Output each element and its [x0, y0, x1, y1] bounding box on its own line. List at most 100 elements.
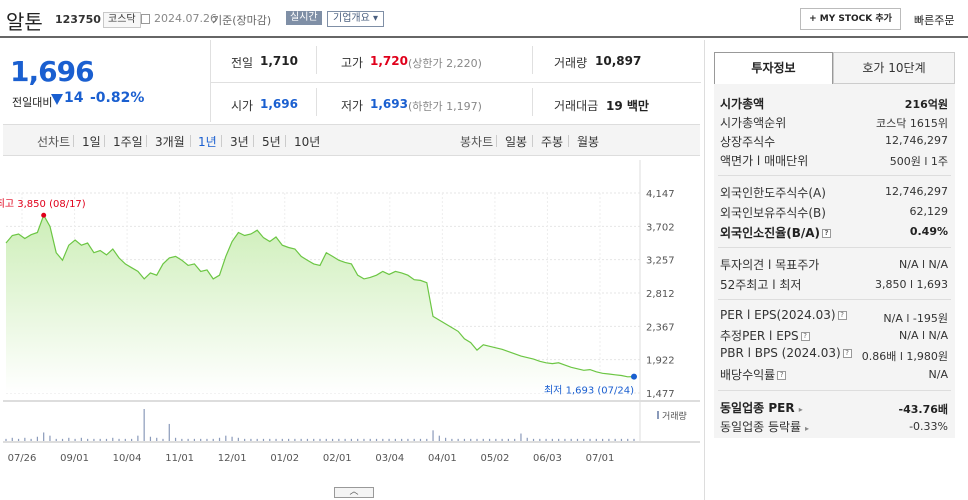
- candle-monthly[interactable]: 월봉: [577, 135, 600, 149]
- ind-rate-label: 동일업종 등락률: [720, 420, 802, 434]
- company-overview-dropdown[interactable]: 기업개요 ▾: [327, 11, 384, 27]
- candle-weekly[interactable]: 주봉: [541, 135, 564, 149]
- volume-bar: [80, 437, 82, 441]
- rank-value: 코스닥 1615위: [876, 117, 948, 130]
- volume-bar: [212, 438, 214, 441]
- ind-per-row[interactable]: 동일업종 PER ▸: [720, 399, 803, 416]
- x-tick-label: 11/01: [165, 453, 194, 464]
- tab-invest-info[interactable]: 투자정보: [714, 52, 833, 84]
- volume-bar: [43, 432, 45, 441]
- quick-order-link[interactable]: 빠른주문: [914, 14, 955, 27]
- divider: [532, 135, 533, 147]
- period-1d[interactable]: 1일: [82, 135, 101, 149]
- volume-bar: [338, 438, 340, 441]
- opinion-label: 투자의견 l 목표주가: [720, 258, 820, 272]
- volume-bar: [156, 437, 158, 441]
- period-bar: [3, 124, 700, 156]
- volume-bar: [551, 438, 553, 441]
- volume-bar: [218, 437, 221, 441]
- per-row: PER l EPS(2024.03)?: [720, 308, 847, 322]
- x-tick-label: 07/26: [8, 453, 37, 464]
- volume-bar: [87, 438, 89, 441]
- volume-bar: [118, 438, 120, 441]
- volume-bar: [463, 438, 466, 441]
- chart-scroll-handle[interactable]: ︿: [334, 487, 374, 498]
- volume-bar: [181, 438, 183, 441]
- volume-bar: [545, 438, 547, 441]
- help-icon[interactable]: ?: [837, 311, 847, 320]
- y-tick-label: 3,257: [646, 256, 675, 267]
- pbr-value: 0.86배 l 1,980원: [861, 350, 948, 363]
- x-tick-label: 12/01: [218, 453, 247, 464]
- volume-bar: [313, 438, 315, 441]
- candle-daily[interactable]: 일봉: [505, 135, 528, 149]
- y-tick-label: 4,147: [646, 189, 675, 200]
- period-3y[interactable]: 3년: [230, 135, 249, 149]
- volume-bar: [457, 438, 459, 441]
- period-1y[interactable]: 1년: [198, 135, 217, 149]
- foreign-ratio-label: 외국인소진율(B/A): [720, 226, 821, 240]
- period-1w[interactable]: 1주일: [113, 135, 143, 149]
- foreign-limit-value: 12,746,297: [885, 185, 948, 198]
- w52-value: 3,850 l 1,693: [874, 278, 948, 291]
- add-mystock-button[interactable]: + MY STOCK 추가: [800, 8, 901, 30]
- y-tick-label: 1,922: [646, 356, 675, 367]
- volume-bar: [256, 438, 258, 441]
- volume-bar: [237, 437, 239, 441]
- price-change: 14: [64, 90, 84, 106]
- price-line: [5, 213, 635, 378]
- divider: [718, 175, 951, 176]
- volume-bar: [105, 438, 108, 441]
- stock-header: [0, 0, 968, 38]
- candle-chart-label: 봉차트: [460, 135, 494, 149]
- volume-bar: [162, 438, 164, 441]
- volume-bar: [344, 438, 346, 441]
- period-10y[interactable]: 10년: [294, 135, 321, 149]
- volume-bar: [401, 438, 403, 441]
- x-tick-label: 05/02: [480, 453, 509, 464]
- volume-bar: [149, 436, 152, 441]
- stock-name: 알톤: [6, 10, 43, 34]
- open-label: 시가: [231, 99, 254, 113]
- volume-bar: [558, 438, 560, 441]
- volume-bar: [514, 438, 516, 441]
- divider: [285, 135, 286, 147]
- foreign-hold-label: 외국인보유주식수(B): [720, 206, 826, 220]
- volume-bar: [319, 438, 321, 441]
- quote-basis: 기준(장마감): [212, 14, 272, 27]
- volume-bar: [357, 438, 359, 441]
- volume-bar: [583, 438, 585, 441]
- volume-bar: [413, 438, 415, 441]
- ind-rate-row[interactable]: 동일업종 등락률 ▸: [720, 418, 809, 435]
- calendar-icon: [141, 14, 150, 24]
- help-icon[interactable]: ?: [800, 332, 810, 341]
- foreign-ratio-value: 0.49%: [909, 225, 948, 238]
- volume-bar: [633, 438, 635, 441]
- volume-bar: [99, 438, 101, 441]
- per-value: N/A l -195원: [883, 312, 948, 325]
- volume-bar: [382, 438, 384, 441]
- down-triangle-icon: [51, 94, 63, 105]
- realtime-button[interactable]: 실시간: [286, 11, 322, 25]
- volume-label: 거래량: [554, 56, 588, 70]
- ind-rate-value: -0.33%: [909, 420, 948, 433]
- volume-bar: [143, 409, 145, 441]
- change-label: 전일대비: [12, 96, 53, 109]
- help-icon[interactable]: ?: [777, 371, 787, 380]
- price-chart[interactable]: 최고 3,850 (08/17) 최저 1,693 (07/24) 4,147 3,…: [0, 160, 700, 490]
- stock-code: 123750: [55, 13, 101, 26]
- par-value: 500원 l 1주: [889, 155, 948, 168]
- per-label: PER l EPS(2024.03): [720, 308, 836, 322]
- volume-bar: [124, 438, 126, 441]
- tab-hoga[interactable]: 호가 10단계: [833, 52, 955, 84]
- volume-bar: [620, 438, 623, 441]
- period-5y[interactable]: 5년: [262, 135, 281, 149]
- help-icon[interactable]: ?: [842, 349, 852, 358]
- x-tick-label: 07/01: [586, 453, 615, 464]
- period-3m[interactable]: 3개월: [155, 135, 185, 149]
- volume-bar: [200, 438, 202, 441]
- help-icon[interactable]: ?: [822, 229, 832, 238]
- volume-bar: [174, 437, 177, 441]
- price-change-pct: -0.82%: [90, 90, 145, 106]
- foreign-ratio-row: 외국인소진율(B/A)?: [720, 224, 832, 241]
